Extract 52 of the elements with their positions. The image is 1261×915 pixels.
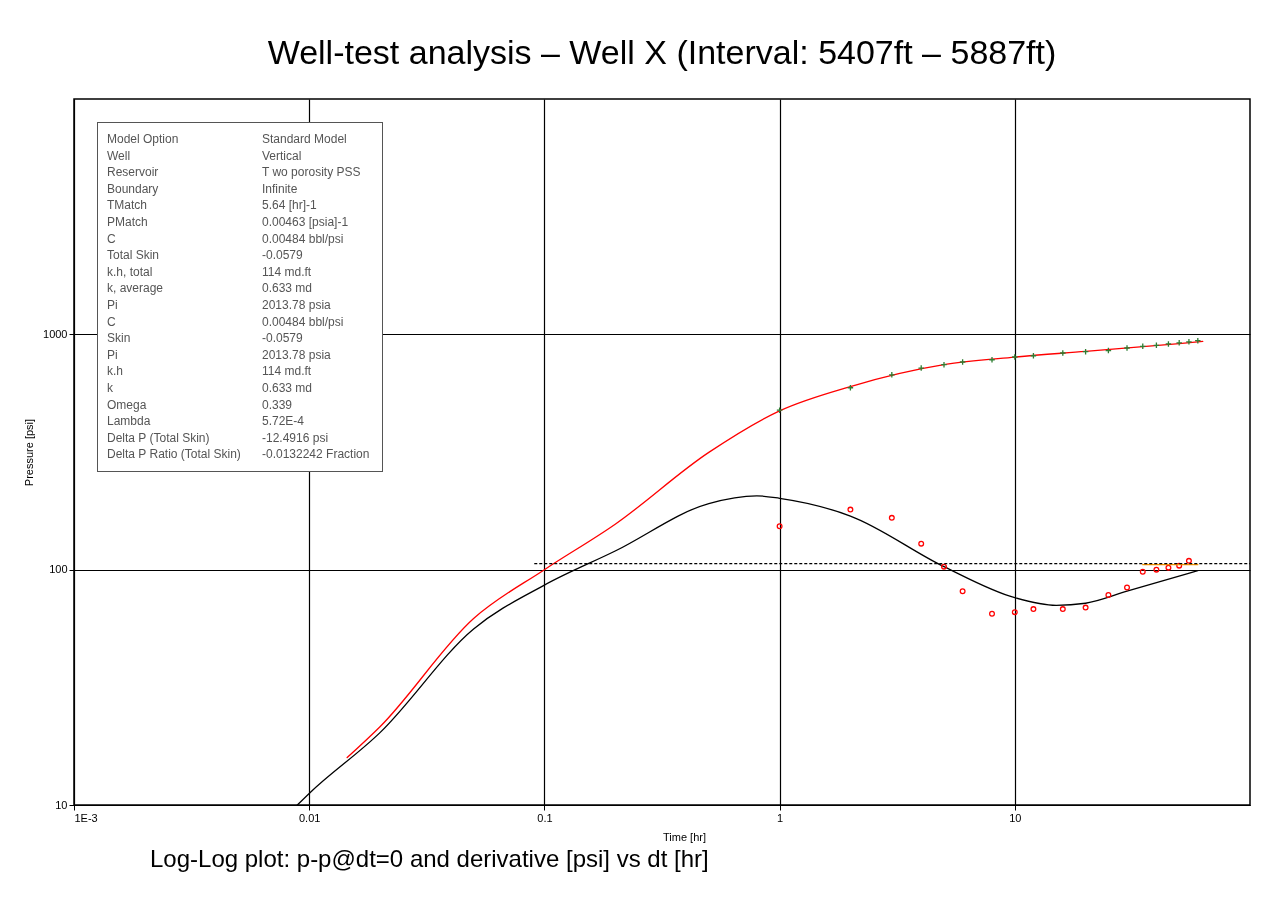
- x-tick-label: 0.1: [537, 811, 553, 824]
- y-tick-label: 1000: [43, 327, 68, 340]
- annotation: -0.0579: [262, 247, 303, 264]
- annotation: Well: [106, 147, 132, 165]
- annotation: -0.0132242 Fraction: [262, 446, 370, 463]
- annotation: Pi: [106, 296, 119, 314]
- annotation: C: [106, 230, 117, 248]
- annotation: 5.72E-4: [262, 413, 305, 430]
- annotation: Model Option: [106, 131, 180, 148]
- annotation: -0.0579: [262, 330, 303, 347]
- annotation: k.h, total: [106, 263, 154, 281]
- annotation: 2013.78 psia: [262, 346, 331, 364]
- annotation: Reservoir: [106, 164, 160, 181]
- annotation: 114 md.ft: [262, 263, 312, 281]
- annotation: Pi: [106, 346, 119, 364]
- x-tick-label: 1E-3: [74, 811, 98, 824]
- x-tick-label: 0.01: [298, 811, 321, 824]
- annotation: 0.633 md: [262, 379, 313, 397]
- y-tick-label: 10: [55, 798, 68, 811]
- annotation: Delta P Ratio (Total Skin): [106, 446, 242, 463]
- annotation: Delta P (Total Skin): [106, 429, 211, 447]
- annotation: k: [106, 379, 114, 397]
- annotation: Lambda: [106, 413, 152, 430]
- annotation: 0.00463 [psia]-1: [262, 213, 349, 231]
- annotation: Boundary: [106, 180, 160, 198]
- annotation: PMatch: [106, 213, 149, 231]
- annotation: Skin: [106, 330, 132, 347]
- annotation: Total Skin: [106, 247, 161, 264]
- annotation: 0.339: [262, 396, 293, 414]
- annotation: Omega: [106, 396, 148, 414]
- annotation: Vertical: [262, 147, 302, 165]
- annotation: T wo porosity PSS: [262, 164, 361, 181]
- annotation: k, average: [106, 280, 165, 297]
- annotation: 2013.78 psia: [262, 296, 331, 314]
- annotation: Standard Model: [262, 131, 347, 148]
- annotation: C: [106, 313, 117, 331]
- x-tick-label: 10: [1009, 811, 1022, 824]
- y-axis-title: Pressure [psi]: [23, 418, 36, 487]
- annotation: Infinite: [262, 180, 298, 198]
- annotation: 0.633 md: [262, 280, 313, 297]
- x-tick-label: 1: [777, 811, 784, 824]
- annotation: 5.64 [hr]-1: [262, 197, 317, 214]
- annotation: k.h: [106, 363, 124, 380]
- chart-title: Well-test analysis – Well X (Interval: 5407ft – 5887ft): [267, 33, 1057, 71]
- y-tick-label: 100: [49, 563, 68, 576]
- annotation: 0.00484 bbl/psi: [262, 230, 344, 248]
- annotation: 0.00484 bbl/psi: [262, 313, 344, 331]
- annotation: TMatch: [106, 197, 148, 214]
- annotation: 114 md.ft: [262, 363, 312, 380]
- annotation: -12.4916 psi: [262, 429, 329, 447]
- x-axis-title: Time [hr]: [663, 830, 706, 843]
- text: Log-Log plot: p-p@dt=0 and derivative [psi] vs dt [hr]: [150, 845, 709, 873]
